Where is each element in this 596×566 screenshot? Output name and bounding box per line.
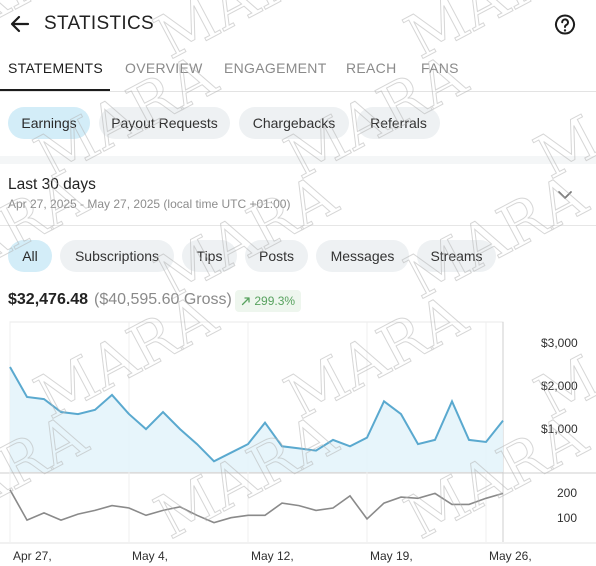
pill-referrals[interactable]: Referrals	[357, 107, 440, 139]
filter-all[interactable]: All	[8, 240, 52, 272]
tab-reach[interactable]: REACH	[346, 60, 397, 76]
section-divider	[0, 156, 596, 164]
tab-overview[interactable]: OVERVIEW	[125, 60, 203, 76]
change-badge: 299.3%	[235, 290, 302, 312]
filter-streams[interactable]: Streams	[417, 240, 496, 272]
tab-engagement[interactable]: ENGAGEMENT	[224, 60, 327, 76]
earnings-area	[10, 367, 503, 472]
chevron-down-icon[interactable]	[555, 185, 575, 205]
x-tick-label: May 19,	[370, 549, 413, 563]
y-tick-label: $1,000	[541, 422, 578, 437]
count-series	[9, 489, 504, 524]
arrow-left-icon[interactable]	[8, 12, 32, 36]
help-circle-icon[interactable]	[553, 13, 577, 37]
earnings-line	[9, 366, 504, 463]
x-tick-label: Apr 27,	[13, 549, 52, 563]
trend-up-icon	[241, 297, 250, 306]
period-divider	[0, 225, 596, 226]
tab-statements[interactable]: STATEMENTS	[8, 60, 104, 76]
net-earnings: $32,476.48	[8, 291, 89, 308]
filter-messages[interactable]: Messages	[316, 240, 409, 272]
y-tick-label: $2,000	[541, 379, 578, 394]
filter-posts[interactable]: Posts	[245, 240, 308, 272]
filter-tips[interactable]: Tips	[182, 240, 237, 272]
y-tick-label: 100	[557, 510, 578, 525]
x-tick-label: May 12,	[251, 549, 294, 563]
filter-subscriptions[interactable]: Subscriptions	[60, 240, 174, 272]
period-title: Last 30 days	[8, 176, 96, 193]
x-tick-label: May 26,	[489, 549, 532, 563]
stats-tabs: STATEMENTS OVERVIEW ENGAGEMENT REACH FAN…	[0, 50, 596, 92]
pill-earnings[interactable]: Earnings	[8, 107, 90, 139]
tab-fans[interactable]: FANS	[421, 60, 459, 76]
page-title: STATISTICS	[44, 13, 154, 34]
earnings-series	[9, 366, 504, 472]
x-tick-label: May 4,	[132, 549, 169, 563]
top-bar: STATISTICS	[0, 0, 596, 50]
active-tab-indicator	[0, 89, 110, 91]
pill-payout-requests[interactable]: Payout Requests	[99, 107, 230, 139]
gross-earnings: ($40,595.60 Gross)	[94, 291, 232, 308]
count-line	[9, 489, 504, 524]
change-percent: 299.3%	[254, 294, 296, 308]
y-tick-label: 200	[557, 486, 578, 501]
pill-chargebacks[interactable]: Chargebacks	[239, 107, 349, 139]
period-range: Apr 27, 2025 - May 27, 2025 (local time …	[8, 197, 291, 211]
y-tick-label: $3,000	[541, 336, 578, 351]
